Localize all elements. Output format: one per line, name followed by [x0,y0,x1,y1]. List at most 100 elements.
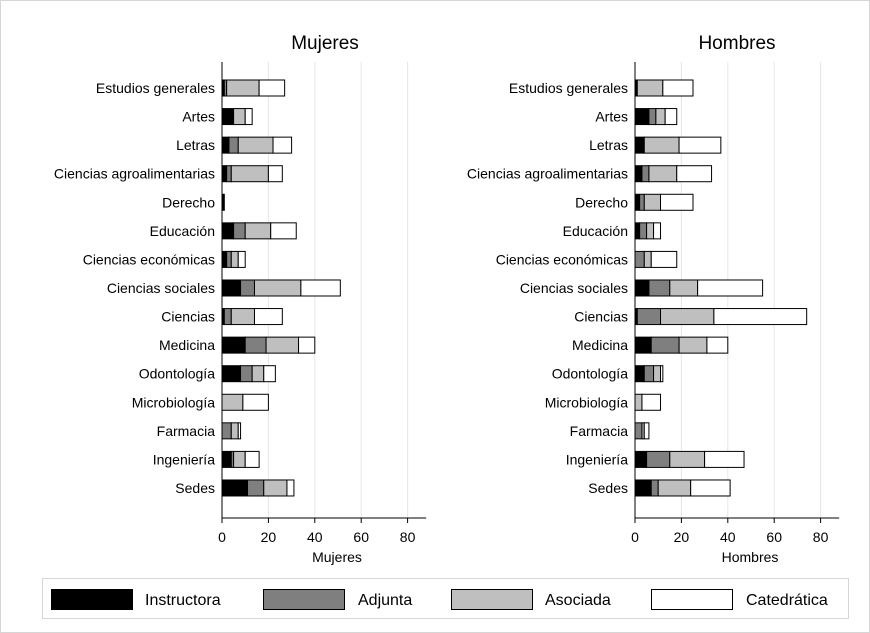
bar-instructora-sedes [221,479,249,497]
bar-adjunta-ciencias-sociales [240,279,255,297]
bar-instructora-odontologia [221,365,242,383]
bar-adjunta-sedes [650,479,659,497]
bar-adjunta-ciencias-economicas [634,250,645,268]
legend-item-instructora: Instructora [51,589,221,610]
bar-asociada-sedes [657,479,692,497]
bar-instructora-medicina [634,336,652,354]
bar-adjunta-educacion [233,222,246,240]
bar-catedratica-educacion [270,222,297,240]
bar-adjunta-odontologia [643,365,655,383]
bar-asociada-microbiologia [221,393,244,411]
bar-catedratica-ciencias [253,308,283,326]
bar-asociada-farmacia [230,422,239,440]
bar-catedratica-microbiologia [641,393,662,411]
x-tick-label: 60 [766,529,782,545]
legend: Instructora Adjunta Asociada Catedrática [42,578,849,619]
category-label: Ciencias sociales [107,280,215,296]
x-tick-label: 60 [353,529,369,545]
x-axis-label: Mujeres [312,549,362,565]
bar-asociada-ciencias-sociales [669,279,699,297]
category-label: Artes [595,109,628,125]
bar-asociada-ciencias-economicas [643,250,652,268]
legend-label: Catedrática [746,592,828,609]
category-label: Medicina [159,337,215,353]
bar-catedratica-estudios-generales [258,79,286,97]
bar-adjunta-medicina [650,336,680,354]
legend-swatch [651,589,733,610]
bar-adjunta-medicina [244,336,267,354]
bar-instructora-artes [221,108,235,126]
x-tick-label: 80 [813,529,829,545]
bar-asociada-ingenieria [233,450,246,468]
bar-catedratica-ciencias-sociales [300,279,341,297]
bar-instructora-ingenieria [634,450,648,468]
x-axis-label: Hombres [722,549,779,565]
bar-asociada-estudios-generales [226,79,260,97]
category-label: Artes [182,109,215,125]
bar-instructora-letras [221,136,230,154]
bar-asociada-artes [233,108,246,126]
bar-catedratica-estudios-generales [662,79,694,97]
bar-catedratica-medicina [298,336,316,354]
bar-asociada-medicina [678,336,708,354]
category-label: Ingeniería [153,451,215,467]
bar-catedratica-derecho [660,193,694,211]
bar-catedratica-sedes [286,479,295,497]
bar-instructora-artes [634,108,650,126]
bar-adjunta-sedes [247,479,265,497]
bar-catedratica-artes [244,108,253,126]
bar-adjunta-farmacia [634,422,643,440]
bar-asociada-derecho [643,193,662,211]
bar-catedratica-medicina [706,336,729,354]
category-label: Ciencias agroalimentarias [54,166,215,182]
x-tick-label: 20 [674,529,690,545]
category-label: Ciencias [574,309,628,325]
panel-title: Mujeres [291,33,359,54]
bar-adjunta-farmacia [221,422,232,440]
bar-asociada-medicina [265,336,300,354]
category-label: Educación [150,223,215,239]
panel-hombres: Hombres Estudios generales Artes Letras Cien… [467,33,840,565]
bar-catedratica-educacion [653,222,662,240]
bar-asociada-ciencias [230,308,255,326]
category-label: Ciencias [161,309,215,325]
bar-asociada-letras [643,136,680,154]
bar-asociada-educacion [244,222,272,240]
legend-label: Asociada [545,592,611,609]
bar-adjunta-ingenieria [646,450,671,468]
bar-catedratica-odontologia [263,365,276,383]
category-label: Ciencias económicas [83,251,215,267]
category-label: Derecho [575,194,628,210]
bar-asociada-ciencias-sociales [253,279,302,297]
bar-instructora-odontologia [634,365,645,383]
bar-catedratica-ciencias-sociales [697,279,764,297]
bar-asociada-estudios-generales [636,79,664,97]
category-label: Derecho [162,194,215,210]
bar-asociada-ciencias [660,308,715,326]
x-tick-label: 20 [261,529,277,545]
legend-item-asociada: Asociada [451,589,611,610]
bar-adjunta-ciencias-sociales [648,279,671,297]
bar-catedratica-farmacia [643,422,650,440]
bar-instructora-letras [634,136,645,154]
bar-catedratica-ciencias [713,308,808,326]
x-tick-label: 40 [307,529,323,545]
legend-label: Instructora [145,592,221,609]
bar-instructora-educacion [221,222,235,240]
legend-item-catedratica: Catedrática [651,589,828,610]
chart-panels: Mujeres Estudios generales Artes Letras Cien… [54,33,840,565]
bar-catedratica-sedes [690,479,731,497]
bar-catedratica-ciencias-agroalimentarias [267,165,283,183]
category-label: Ingeniería [566,451,628,467]
x-tick-label: 80 [400,529,416,545]
panel-mujeres: Mujeres Estudios generales Artes Letras Cien… [54,33,427,565]
bar-catedratica-artes [664,108,678,126]
bar-adjunta-ciencias-agroalimentarias [641,165,650,183]
bar-adjunta-letras [228,136,239,154]
bar-instructora-derecho [634,193,641,211]
bar-asociada-odontologia [251,365,265,383]
category-label: Letras [589,137,628,153]
bar-adjunta-ciencias-agroalimentarias [226,165,232,183]
panel-title: Hombres [698,33,775,54]
